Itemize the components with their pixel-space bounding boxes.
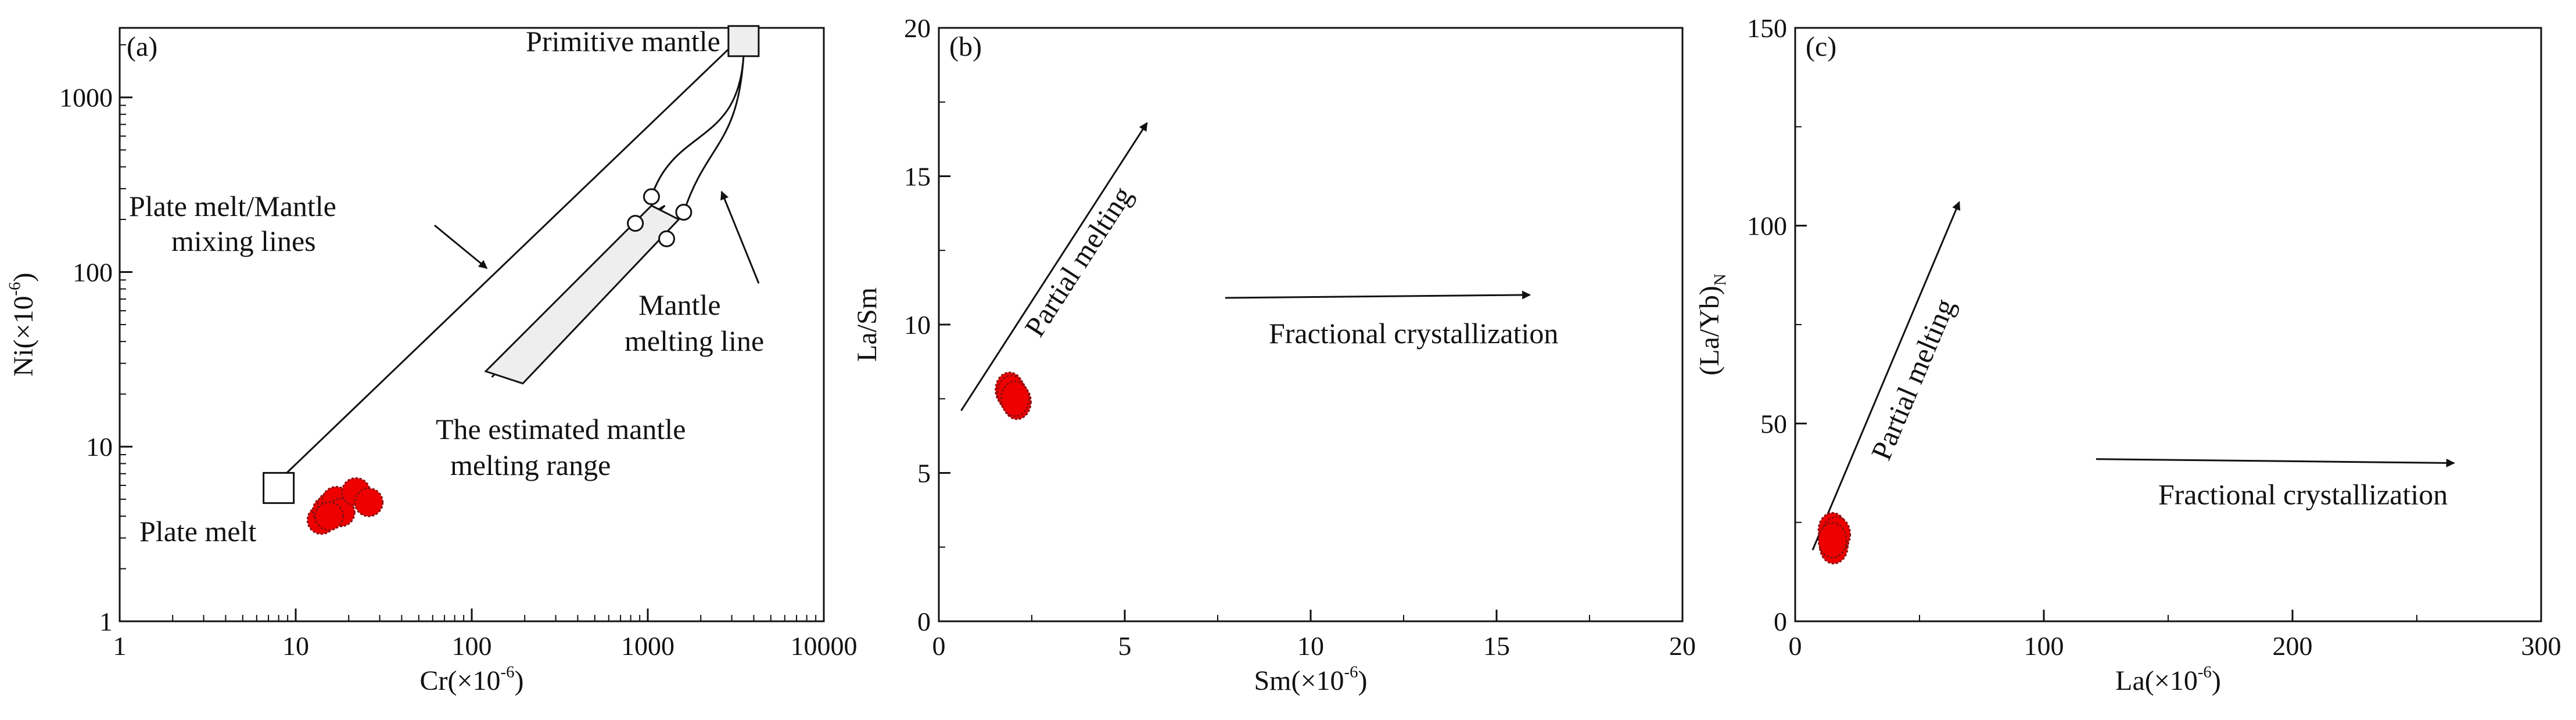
plate-melt-square	[263, 471, 295, 504]
x-axis-label-text: La(×10	[2115, 665, 2198, 696]
x-tick-label: 300	[2521, 631, 2561, 661]
fractional-crystallization-arrow	[2096, 458, 2455, 467]
y-axis-label-exponent: -6	[5, 282, 24, 296]
x-tick-label: 100	[2024, 631, 2064, 661]
mixing-line-upper	[286, 48, 729, 474]
x-tick-label: 10	[282, 631, 309, 661]
panel-label: (c)	[1806, 31, 1836, 62]
y-tick-label: 10	[904, 310, 931, 340]
melting-range-label-2: melting range	[450, 449, 611, 481]
mixing-lines-arrow	[434, 224, 488, 269]
x-tick-label: 1	[113, 631, 127, 661]
x-axis-label-close: )	[1358, 665, 1368, 696]
y-axis-label-text: Ni(×10	[8, 296, 39, 376]
x-axis-label: Sm(×10-6)	[1254, 663, 1367, 696]
mixing-lines-label-2: mixing lines	[171, 225, 316, 257]
panel-b-sample-point-4	[1000, 380, 1030, 417]
x-tick-label: 5	[1118, 631, 1132, 661]
panel-a-sample-point-6	[354, 487, 384, 517]
partial-melting-label: Partial melting	[1864, 294, 1961, 465]
melting-range-label-1: The estimated mantle	[436, 413, 686, 445]
partial-melting-label: Partial melting	[1018, 181, 1138, 343]
y-tick-label: 20	[904, 13, 931, 43]
x-axis-label: Cr(×10-6)	[419, 663, 523, 696]
y-tick-label: 15	[904, 162, 931, 192]
x-tick-label: 0	[1789, 631, 1802, 661]
mantle-melting-curve-1	[650, 56, 745, 197]
y-tick-label: 1000	[59, 83, 113, 113]
panel-a: 1 10 100 1000 100001101001000Cr(×10-6)Ni(×10…	[5, 25, 857, 696]
fractional-crystallization-arrow	[1225, 290, 1531, 300]
y-tick-label: 100	[1747, 211, 1787, 241]
x-axis-label-exponent: -6	[1344, 663, 1358, 681]
y-tick-label: 5	[917, 459, 931, 488]
x-tick-label: 1000	[621, 631, 675, 661]
y-tick-label: 50	[1760, 409, 1787, 438]
y-tick-label: 1	[99, 607, 113, 636]
primitive-mantle-square	[727, 25, 760, 57]
y-axis-label-close: )	[8, 272, 39, 282]
y-tick-label: 10	[86, 432, 113, 462]
melting-point-circle-2	[675, 203, 693, 221]
plate-melt-label: Plate melt	[139, 515, 256, 548]
x-axis-label-close: )	[515, 665, 524, 696]
x-tick-label: 200	[2273, 631, 2313, 661]
mantle-melting-arrow	[720, 190, 760, 284]
panel-c-sample-point-4	[1817, 521, 1847, 559]
panel-label: (a)	[127, 31, 157, 62]
panel-c: 0 100 200 300 0 50 100 150 La(×10-6) (La/Yb)N (c) P…	[1694, 13, 2561, 696]
melting-point-circle-3	[658, 230, 675, 247]
panel-label: (b)	[949, 31, 982, 62]
primitive-mantle-label: Primitive mantle	[526, 25, 720, 57]
x-axis-label-exponent: -6	[2198, 663, 2212, 681]
mantle-melting-curve-2	[683, 56, 745, 213]
x-axis-label-close: )	[2212, 665, 2221, 696]
mixing-lines-label-1: Plate melt/Mantle	[129, 190, 336, 222]
y-tick-label: 150	[1747, 13, 1787, 43]
partial-melting-arrow	[1811, 201, 1961, 550]
y-axis-label: La/Sm	[852, 287, 882, 362]
melting-point-circle-1	[627, 215, 644, 232]
y-axis-label: (La/Yb)N	[1694, 273, 1730, 376]
panel-b: 0 5 10 15 20 0 5 10 15 20 Sm(×10-6) La/Sm (b) Partial…	[852, 13, 1696, 696]
x-axis-label-exponent: -6	[501, 663, 515, 681]
mantle-melting-label-1: Mantle	[638, 289, 721, 321]
y-tick-label: 0	[917, 607, 931, 636]
fractional-crystallization-label: Fractional crystallization	[1269, 317, 1558, 350]
x-tick-label: 100	[452, 631, 492, 661]
x-tick-label: 0	[932, 631, 946, 661]
y-axis-label-text: (La/Yb)	[1694, 286, 1725, 376]
estimated-melting-range-box	[484, 204, 680, 385]
x-axis-label: La(×10-6)	[2115, 663, 2221, 696]
partial-melting-arrow	[960, 122, 1148, 412]
y-axis-label-subscript: N	[1711, 273, 1730, 286]
x-tick-label: 20	[1669, 631, 1696, 661]
mantle-melting-label-2: melting line	[625, 325, 764, 357]
x-tick-label: 10	[1297, 631, 1324, 661]
y-tick-label: 0	[1774, 607, 1787, 636]
melting-point-circle-0	[643, 188, 660, 206]
y-axis-label: Ni(×10-6)	[5, 272, 39, 376]
panel-a-sample-point-7	[314, 501, 345, 531]
x-axis-label-text: Cr(×10	[419, 665, 500, 696]
y-tick-label: 100	[73, 257, 113, 287]
fractional-crystallization-label: Fractional crystallization	[2158, 478, 2448, 511]
x-tick-label: 10000	[791, 631, 858, 661]
x-axis-label-text: Sm(×10	[1254, 665, 1344, 696]
x-tick-label: 15	[1483, 631, 1510, 661]
